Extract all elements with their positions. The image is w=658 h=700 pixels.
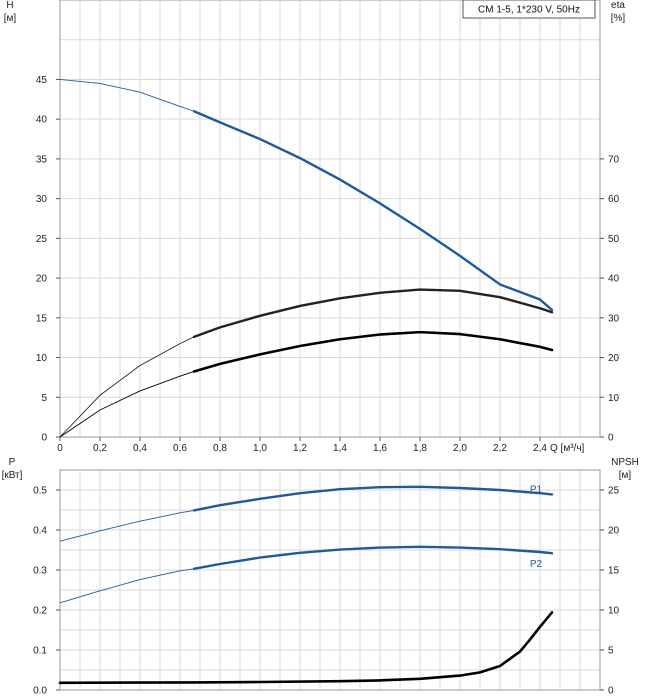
eta-lower-curve-thin-segment bbox=[59, 371, 195, 438]
eta-lower-curve-bold-segment bbox=[192, 330, 554, 373]
p1-curve-thin-segment bbox=[59, 509, 195, 542]
x-tick-label: 0,4 bbox=[133, 443, 147, 454]
x-axis-title: Q [м³/ч] bbox=[550, 443, 585, 454]
x-tick-label: 1,0 bbox=[253, 443, 267, 454]
upper-right-ticks: 0 10 20 30 40 50 60 70 bbox=[600, 154, 620, 444]
chart-title: CM 1-5, 1*230 V, 50Hz bbox=[478, 5, 580, 16]
y-right-tick-label: 20 bbox=[608, 526, 620, 537]
y-left-tick-label: 0.3 bbox=[33, 566, 47, 577]
y-right-tick-label: 5 bbox=[608, 646, 614, 657]
upper-horizontal-grid bbox=[60, 0, 600, 438]
y-right-tick-label: 30 bbox=[608, 313, 620, 324]
legend-box: CM 1-5, 1*230 V, 50Hz bbox=[462, 0, 596, 19]
lower-vertical-grid bbox=[59, 470, 601, 690]
x-tick-label: 0,2 bbox=[93, 443, 107, 454]
y-left-unit-upper: [м] bbox=[4, 13, 17, 24]
lower-plot-frame bbox=[59, 469, 601, 691]
npsh-curve bbox=[58, 611, 554, 685]
y-right-tick-label: 0 bbox=[608, 686, 614, 697]
y-left-tick-label: 35 bbox=[36, 154, 48, 165]
y-left-tick-label: 45 bbox=[36, 75, 48, 86]
upper-vertical-grid bbox=[59, 0, 601, 437]
y-right-tick-label: 25 bbox=[608, 486, 620, 497]
head-curve bbox=[59, 79, 554, 312]
upper-plot-frame bbox=[59, 0, 601, 438]
x-tick-label: 2,4 bbox=[533, 443, 547, 454]
x-tick-label: 1,8 bbox=[413, 443, 427, 454]
lower-right-ticks: 0 5 10 15 20 25 bbox=[600, 486, 620, 697]
x-tick-label: 1,4 bbox=[333, 443, 347, 454]
y-left-tick-label: 15 bbox=[36, 313, 48, 324]
y-right-tick-label: 50 bbox=[608, 234, 620, 245]
head-curve-thin-segment bbox=[59, 79, 195, 112]
p1-curve bbox=[59, 485, 554, 542]
x-tick-label: 1,6 bbox=[373, 443, 387, 454]
y-left-tick-label: 0.0 bbox=[33, 686, 47, 697]
y-left-tick-label: 0.1 bbox=[33, 646, 47, 657]
y-left-tick-label: 20 bbox=[36, 274, 48, 285]
p1-label: P1 bbox=[530, 484, 543, 495]
y-left-tick-label: 0.2 bbox=[33, 606, 47, 617]
y-left-title-upper: H bbox=[6, 0, 13, 11]
eta-upper-curve-bold-segment bbox=[192, 288, 554, 339]
y-left-tick-label: 30 bbox=[36, 194, 48, 205]
npsh-curve-bold-segment bbox=[58, 611, 554, 685]
x-axis-ticks: 0 0,2 0,4 0,6 0,8 1,0 1,2 1,4 1,6 1,8 2,0 2,2 2,4 Q [… bbox=[57, 437, 585, 454]
y-right-tick-label: 40 bbox=[608, 274, 620, 285]
y-left-title-lower: P bbox=[9, 457, 16, 468]
p2-label: P2 bbox=[530, 559, 543, 570]
y-right-title-lower: NPSH bbox=[611, 457, 639, 468]
y-right-tick-label: 0 bbox=[608, 433, 614, 444]
eta-lower-curve bbox=[59, 330, 554, 438]
lower-horizontal-grid bbox=[60, 469, 600, 691]
y-left-tick-label: 0.4 bbox=[33, 526, 47, 537]
y-right-unit-upper: [%] bbox=[611, 13, 626, 24]
y-right-tick-label: 70 bbox=[608, 154, 620, 165]
y-right-tick-label: 20 bbox=[608, 353, 620, 364]
x-tick-label: 2,0 bbox=[453, 443, 467, 454]
lower-left-ticks: 0.0 0.1 0.2 0.3 0.4 0.5 bbox=[33, 486, 60, 697]
p2-curve-bold-segment bbox=[192, 545, 554, 570]
eta-upper-curve-thin-segment bbox=[59, 336, 195, 438]
y-right-tick-label: 60 bbox=[608, 194, 620, 205]
head-curve-bold-segment bbox=[192, 110, 554, 312]
p1-curve-bold-segment bbox=[192, 485, 554, 512]
y-left-tick-label: 0.5 bbox=[33, 486, 47, 497]
y-right-tick-label: 10 bbox=[608, 393, 620, 404]
y-left-tick-label: 10 bbox=[36, 353, 48, 364]
y-left-tick-label: 0 bbox=[41, 433, 47, 444]
upper-left-ticks: 0 5 10 15 20 25 30 35 40 45 bbox=[36, 75, 60, 444]
x-tick-label: 0,8 bbox=[213, 443, 227, 454]
p2-curve-thin-segment bbox=[59, 568, 195, 604]
x-tick-label: 2,2 bbox=[493, 443, 507, 454]
y-right-unit-lower: [м] bbox=[619, 470, 632, 481]
y-left-tick-label: 40 bbox=[36, 115, 48, 126]
x-tick-label: 0 bbox=[57, 443, 63, 454]
y-left-tick-label: 25 bbox=[36, 234, 48, 245]
eta-upper-curve bbox=[59, 288, 554, 438]
y-right-title-upper: eta bbox=[611, 0, 625, 11]
p2-curve bbox=[59, 545, 554, 604]
legend-frame bbox=[462, 0, 596, 19]
y-left-unit-lower: [кВт] bbox=[2, 470, 23, 481]
y-left-tick-label: 5 bbox=[41, 393, 47, 404]
y-right-tick-label: 10 bbox=[608, 606, 620, 617]
x-tick-label: 1,2 bbox=[293, 443, 307, 454]
y-right-tick-label: 15 bbox=[608, 566, 620, 577]
x-tick-label: 0,6 bbox=[173, 443, 187, 454]
